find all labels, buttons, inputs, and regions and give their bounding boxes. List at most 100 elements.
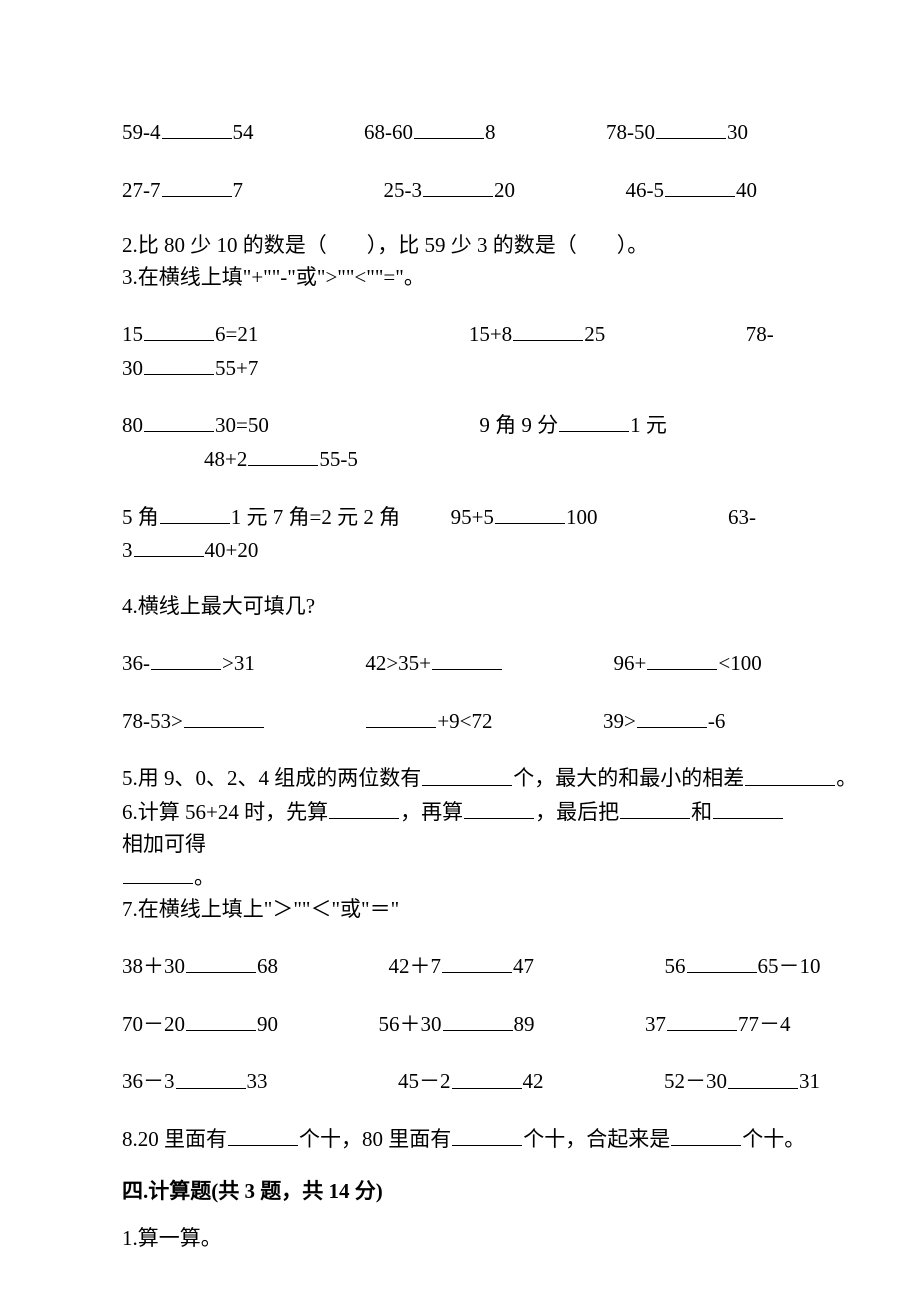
q3-r2b-a-r: 55-5 — [319, 447, 358, 471]
q3-r2b: 48+2 55-5 — [122, 442, 798, 476]
blank[interactable] — [123, 860, 193, 884]
q4-r2: 78-53> +9<72 39>-6 — [122, 704, 798, 738]
q4-r2-a-l: 78-53> — [122, 709, 183, 733]
blank[interactable] — [687, 949, 757, 973]
blank[interactable] — [176, 1064, 246, 1088]
blank[interactable] — [423, 173, 493, 197]
q3-r3: 5 角1 元 7 角=2 元 2 角 95+5100 63- — [122, 500, 798, 534]
q7-r2: 70－2090 56＋3089 3777－4 — [122, 1007, 798, 1041]
q4-r1-c-r: <100 — [718, 651, 761, 675]
q3-r3b-a-r: 40+20 — [205, 538, 259, 562]
blank[interactable] — [228, 1122, 298, 1146]
blank[interactable] — [656, 115, 726, 139]
q3-r1-a-l: 15 — [122, 322, 143, 346]
q8: 8.20 里面有个十，80 里面有个十，合起来是个十。 — [122, 1122, 798, 1156]
blank[interactable] — [443, 1007, 513, 1031]
worksheet-page: 59-454 68-608 78-5030 27-77 25-320 46-54… — [0, 0, 920, 1302]
q1-r2-c-right: 40 — [736, 178, 757, 202]
blank[interactable] — [513, 317, 583, 341]
q1-r2-c-left: 46-5 — [626, 178, 665, 202]
q5: 5.用 9、0、2、4 组成的两位数有个，最大的和最小的相差。 — [122, 761, 798, 795]
blank[interactable] — [728, 1064, 798, 1088]
blank[interactable] — [366, 704, 436, 728]
q1-r1-c-left: 78-50 — [606, 120, 655, 144]
q3-r1-c-l: 78- — [746, 322, 774, 346]
blank[interactable] — [144, 408, 214, 432]
q3-r3-b-r: 100 — [566, 505, 598, 529]
q5-b: 个，最大的和最小的相差 — [513, 767, 744, 791]
q1-r2-b-right: 20 — [494, 178, 515, 202]
q7-r2-b-l: 56＋30 — [379, 1012, 442, 1036]
blank[interactable] — [134, 533, 204, 557]
q4-r2-c-r: -6 — [708, 709, 726, 733]
q4-r1-c-l: 96+ — [614, 651, 647, 675]
blank[interactable] — [671, 1122, 741, 1146]
q2-a: 2.比 80 少 10 的数是（ — [122, 233, 327, 257]
q5-a: 5.用 9、0、2、4 组成的两位数有 — [122, 767, 421, 791]
blank[interactable] — [637, 704, 707, 728]
q1-row1: 59-454 68-608 78-5030 — [122, 115, 798, 149]
q3-title: 3.在横线上填"+""-"或">""<""="。 — [122, 262, 798, 294]
q7-r2-c-r: 77－4 — [738, 1012, 791, 1036]
q7-r3-a-l: 36－3 — [122, 1070, 175, 1094]
q8-c: 个十，合起来是 — [523, 1127, 670, 1151]
q1-r1-c-right: 30 — [727, 120, 748, 144]
blank[interactable] — [713, 795, 783, 819]
q3-r2-a-l: 80 — [122, 413, 143, 437]
blank[interactable] — [160, 500, 230, 524]
blank[interactable] — [432, 646, 502, 670]
blank[interactable] — [329, 795, 399, 819]
q1-row2: 27-77 25-320 46-540 — [122, 173, 798, 207]
blank[interactable] — [151, 646, 221, 670]
q7-title: 7.在横线上填上"＞""＜"或"＝" — [122, 894, 798, 926]
q1-r1-a-right: 54 — [233, 120, 254, 144]
q6-e: 相加可得 — [122, 832, 206, 856]
blank[interactable] — [162, 173, 232, 197]
blank[interactable] — [442, 949, 512, 973]
q5-c: 。 — [836, 767, 857, 791]
section4-title: 四.计算题(共 3 题，共 14 分) — [122, 1176, 798, 1208]
q3-r2-b-r: 1 元 — [630, 413, 667, 437]
q3-r3b-a-l: 3 — [122, 538, 133, 562]
blank[interactable] — [667, 1007, 737, 1031]
q7-r1-c-r: 65－10 — [758, 954, 821, 978]
blank[interactable] — [620, 795, 690, 819]
blank[interactable] — [422, 761, 512, 785]
q7-r1: 38＋3068 42＋747 5665－10 — [122, 949, 798, 983]
q7-r1-c-l: 56 — [665, 954, 686, 978]
blank[interactable] — [186, 949, 256, 973]
blank[interactable] — [745, 761, 835, 785]
q3-r2b-a-l: 48+2 — [204, 447, 247, 471]
q3-r2: 8030=50 9 角 9 分1 元 — [122, 408, 798, 442]
blank[interactable] — [647, 646, 717, 670]
blank[interactable] — [452, 1064, 522, 1088]
blank[interactable] — [414, 115, 484, 139]
q3-r3b: 3 40+20 — [122, 533, 798, 567]
q3-r1-a-r: 6=21 — [215, 322, 258, 346]
q3-r1b: 3055+7 — [122, 351, 798, 385]
blank[interactable] — [184, 704, 264, 728]
blank[interactable] — [495, 500, 565, 524]
s4-q1: 1.算一算。 — [122, 1223, 798, 1255]
q2-b: ），比 59 少 3 的数是（ — [367, 233, 577, 257]
q3-r1: 156=21 15+825 78- — [122, 317, 798, 351]
blank[interactable] — [559, 408, 629, 432]
q8-d: 个十。 — [742, 1127, 805, 1151]
q4-r1: 36->31 42>35+ 96+<100 — [122, 646, 798, 680]
blank[interactable] — [452, 1122, 522, 1146]
q1-r2-a-left: 27-7 — [122, 178, 161, 202]
q2: 2.比 80 少 10 的数是（），比 59 少 3 的数是（）。 — [122, 230, 798, 262]
blank[interactable] — [248, 442, 318, 466]
blank[interactable] — [665, 173, 735, 197]
blank[interactable] — [144, 351, 214, 375]
blank[interactable] — [186, 1007, 256, 1031]
blank[interactable] — [162, 115, 232, 139]
q7-r3-c-l: 52－30 — [664, 1070, 727, 1094]
q6-b: ，再算 — [400, 800, 463, 824]
q4-r1-b-l: 42>35+ — [365, 651, 431, 675]
blank[interactable] — [144, 317, 214, 341]
q4-r2-c-l: 39> — [603, 709, 636, 733]
q6-f: 。 — [194, 865, 215, 889]
blank[interactable] — [464, 795, 534, 819]
q1-r2-b-left: 25-3 — [384, 178, 423, 202]
